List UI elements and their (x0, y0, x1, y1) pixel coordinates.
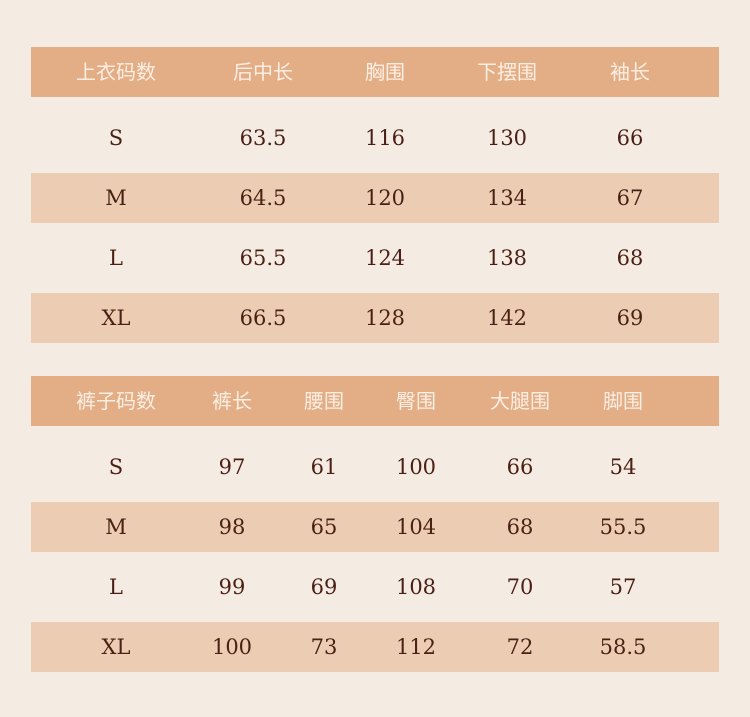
measurement-cell: 120 (364, 186, 406, 210)
measurement-cell: 55.5 (599, 515, 647, 539)
measurement-cell: 58.5 (599, 635, 647, 659)
column-header: 脚围 (603, 389, 643, 413)
size-label: S (108, 126, 124, 150)
measurement-cell: 66 (506, 455, 534, 479)
column-header: 腰围 (304, 389, 344, 413)
measurement-cell: 54 (609, 455, 637, 479)
column-header: 上衣码数 (76, 60, 156, 84)
measurement-cell: 112 (395, 635, 437, 659)
measurement-cell: 66 (616, 126, 644, 150)
size-label: M (105, 186, 127, 210)
size-label: L (109, 575, 123, 599)
measurement-cell: 124 (364, 246, 406, 270)
measurement-cell: 130 (486, 126, 528, 150)
size-label: M (105, 515, 127, 539)
measurement-cell: 104 (395, 515, 437, 539)
measurement-cell: 134 (486, 186, 528, 210)
measurement-cell: 66.5 (239, 306, 287, 330)
column-header: 袖长 (610, 60, 650, 84)
measurement-cell: 116 (364, 126, 406, 150)
size-label: S (108, 455, 124, 479)
size-label: XL (101, 306, 131, 330)
measurement-cell: 64.5 (239, 186, 287, 210)
measurement-cell: 65.5 (239, 246, 287, 270)
size-label: L (109, 246, 123, 270)
column-header: 裤长 (212, 389, 252, 413)
table-header (31, 47, 719, 97)
measurement-cell: 69 (310, 575, 338, 599)
measurement-cell: 97 (218, 455, 246, 479)
column-header: 后中长 (233, 60, 293, 84)
column-header: 裤子码数 (76, 389, 156, 413)
measurement-cell: 57 (609, 575, 637, 599)
column-header: 大腿围 (490, 389, 550, 413)
size-label: XL (101, 635, 131, 659)
column-header: 下摆围 (477, 60, 537, 84)
measurement-cell: 68 (616, 246, 644, 270)
row-stripe (31, 293, 719, 343)
column-header: 臀围 (396, 389, 436, 413)
measurement-cell: 142 (486, 306, 528, 330)
measurement-cell: 100 (395, 455, 437, 479)
measurement-cell: 138 (486, 246, 528, 270)
measurement-cell: 99 (218, 575, 246, 599)
table-header (31, 376, 719, 426)
measurement-cell: 61 (310, 455, 338, 479)
measurement-cell: 68 (506, 515, 534, 539)
measurement-cell: 72 (506, 635, 534, 659)
column-header: 胸围 (365, 60, 405, 84)
measurement-cell: 98 (218, 515, 246, 539)
measurement-cell: 128 (364, 306, 406, 330)
measurement-cell: 69 (616, 306, 644, 330)
row-stripe (31, 173, 719, 223)
measurement-cell: 63.5 (239, 126, 287, 150)
measurement-cell: 108 (395, 575, 437, 599)
measurement-cell: 100 (211, 635, 253, 659)
row-stripe (31, 622, 719, 672)
measurement-cell: 73 (310, 635, 338, 659)
row-stripe (31, 502, 719, 552)
measurement-cell: 65 (310, 515, 338, 539)
measurement-cell: 70 (506, 575, 534, 599)
measurement-cell: 67 (616, 186, 644, 210)
